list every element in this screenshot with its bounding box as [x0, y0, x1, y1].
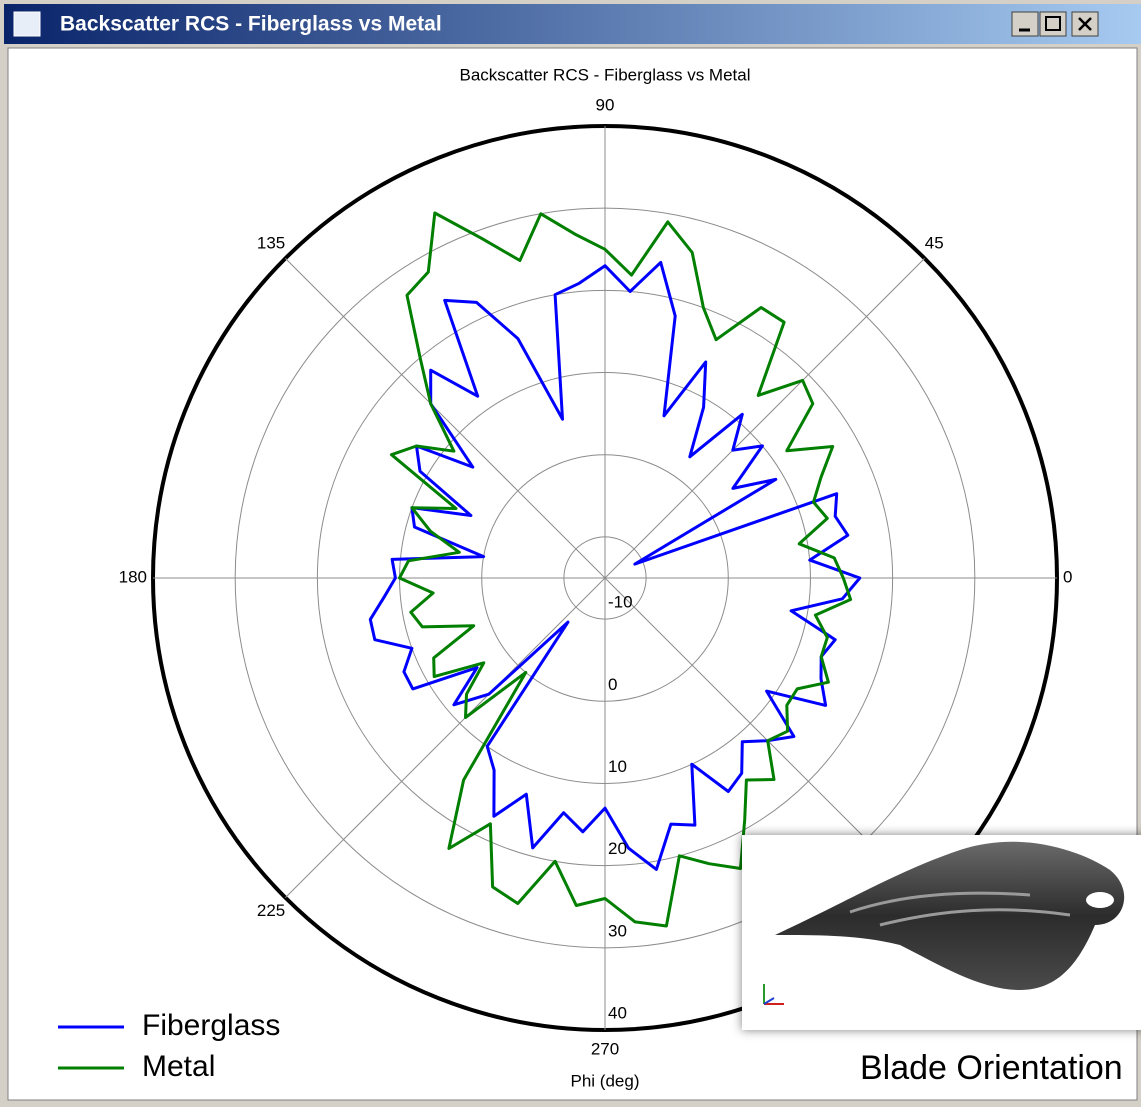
theta-tick-label: 45 [925, 234, 944, 253]
r-tick-label: -10 [608, 593, 633, 612]
r-tick-label: 0 [608, 675, 617, 694]
blade-hole [1086, 892, 1114, 908]
minimize-button[interactable] [1012, 12, 1038, 36]
window-controls [1012, 12, 1098, 36]
theta-tick-label: 270 [591, 1039, 619, 1058]
theta-tick-label: 135 [257, 234, 285, 253]
axis-label: Phi (deg) [571, 1071, 640, 1090]
theta-tick-label: 90 [596, 95, 615, 114]
window: Backscatter RCS - Fiberglass vs Metal Ba… [0, 0, 1141, 1107]
theta-tick-label: 0 [1063, 567, 1072, 586]
r-tick-label: 20 [608, 839, 627, 858]
app-icon [14, 12, 40, 36]
maximize-button[interactable] [1040, 12, 1066, 36]
window-title: Backscatter RCS - Fiberglass vs Metal [60, 13, 442, 36]
inset-caption: Blade Orientation [860, 1049, 1123, 1087]
chart-title: Backscatter RCS - Fiberglass vs Metal [460, 65, 751, 84]
r-tick-label: 30 [608, 921, 627, 940]
legend-label: Fiberglass [142, 1009, 280, 1042]
theta-tick-label: 180 [119, 567, 147, 586]
r-tick-label: 10 [608, 757, 627, 776]
legend-label: Metal [142, 1050, 215, 1083]
page: {"window": {"title": "Backscatter RCS - … [0, 0, 1141, 1107]
theta-tick-label: 225 [257, 901, 285, 920]
r-tick-label: 40 [608, 1003, 627, 1022]
